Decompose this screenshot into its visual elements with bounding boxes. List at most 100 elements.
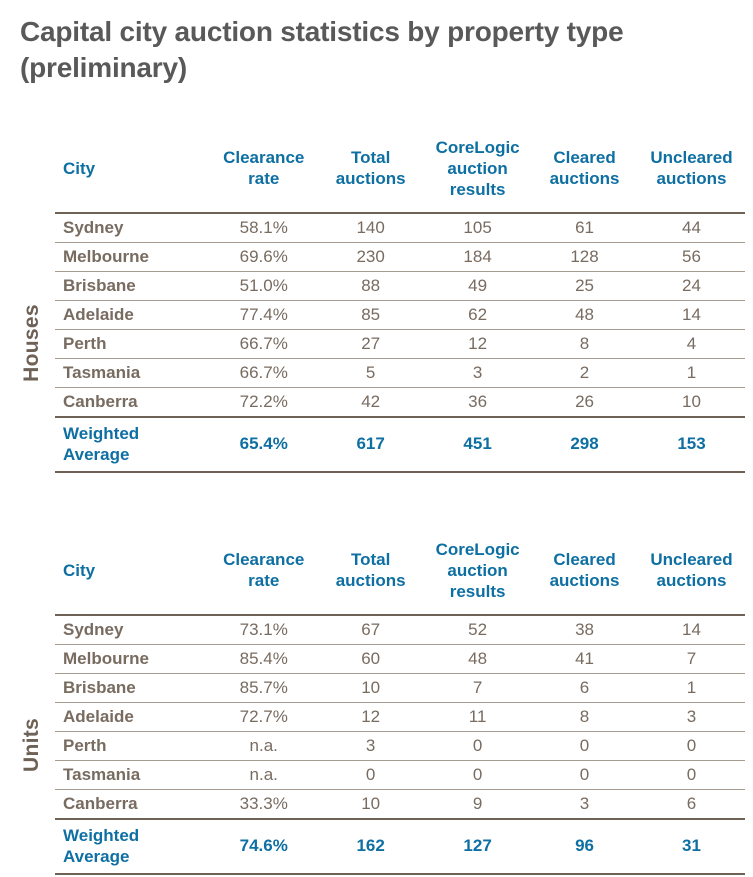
header-row: City Clearance rate Total auctions CoreLogi… bbox=[55, 530, 745, 616]
value-cell: 56 bbox=[638, 242, 745, 272]
value-cell: 48 bbox=[424, 644, 532, 674]
value-cell: 26 bbox=[531, 387, 638, 418]
value-cell: n.a. bbox=[210, 760, 318, 790]
houses-table-body: Sydney 58.1% 140 105 61 44 Melbourne 69.6% 230 18… bbox=[55, 212, 745, 473]
city-cell: Canberra bbox=[55, 789, 211, 820]
weighted-average-value-cell: 617 bbox=[317, 416, 425, 473]
houses-table: City Clearance rate Total auctions CoreLogi… bbox=[55, 128, 745, 473]
column-header-total-auctions: Total auctions bbox=[317, 128, 425, 214]
table-row: Tasmania n.a. 0 0 0 0 bbox=[55, 760, 745, 790]
page-title-line1: Capital city auction statistics by prope… bbox=[20, 16, 624, 47]
units-table-section: Units City Clearance rate Total auctions Co… bbox=[20, 530, 745, 875]
value-cell: 88 bbox=[317, 271, 425, 301]
table-row: Canberra 33.3% 10 9 3 6 bbox=[55, 789, 745, 820]
value-cell: 105 bbox=[424, 212, 532, 243]
city-cell: Sydney bbox=[55, 212, 211, 243]
column-header-uncleared-auctions: Uncleared auctions bbox=[638, 128, 745, 214]
value-cell: 66.7% bbox=[210, 329, 318, 359]
value-cell: 12 bbox=[424, 329, 532, 359]
value-cell: 3 bbox=[424, 358, 532, 388]
value-cell: 6 bbox=[531, 673, 638, 703]
table-row: Brisbane 51.0% 88 49 25 24 bbox=[55, 271, 745, 301]
value-cell: 0 bbox=[317, 760, 425, 790]
weighted-average-row: Weighted Average 74.6% 162 127 96 31 bbox=[55, 818, 745, 875]
city-cell: Sydney bbox=[55, 614, 211, 645]
value-cell: 69.6% bbox=[210, 242, 318, 272]
value-cell: 85.4% bbox=[210, 644, 318, 674]
column-header-cleared-auctions: Cleared auctions bbox=[531, 530, 638, 616]
city-cell: Brisbane bbox=[55, 271, 211, 301]
value-cell: 1 bbox=[638, 358, 745, 388]
units-table: City Clearance rate Total auctions CoreLogi… bbox=[55, 530, 745, 875]
value-cell: 24 bbox=[638, 271, 745, 301]
column-header-clearance-rate: Clearance rate bbox=[210, 530, 318, 616]
value-cell: 184 bbox=[424, 242, 532, 272]
column-header-corelogic-auction-results: CoreLogic auction results bbox=[424, 530, 532, 616]
value-cell: 3 bbox=[317, 731, 425, 761]
table-row: Melbourne 85.4% 60 48 41 7 bbox=[55, 644, 745, 674]
value-cell: 4 bbox=[638, 329, 745, 359]
value-cell: 27 bbox=[317, 329, 425, 359]
table-row: Perth 66.7% 27 12 8 4 bbox=[55, 329, 745, 359]
value-cell: 72.7% bbox=[210, 702, 318, 732]
value-cell: 60 bbox=[317, 644, 425, 674]
weighted-average-value-cell: 162 bbox=[317, 818, 425, 875]
city-cell: Tasmania bbox=[55, 760, 211, 790]
table-row: Adelaide 72.7% 12 11 8 3 bbox=[55, 702, 745, 732]
value-cell: 41 bbox=[531, 644, 638, 674]
weighted-average-label: Weighted Average bbox=[63, 825, 140, 866]
table-row: Tasmania 66.7% 5 3 2 1 bbox=[55, 358, 745, 388]
value-cell: 0 bbox=[638, 760, 745, 790]
weighted-average-value-cell: 74.6% bbox=[210, 818, 318, 875]
value-cell: 73.1% bbox=[210, 614, 318, 645]
value-cell: 10 bbox=[317, 789, 425, 820]
city-cell: Tasmania bbox=[55, 358, 211, 388]
column-header-uncleared-auctions: Uncleared auctions bbox=[638, 530, 745, 616]
value-cell: 3 bbox=[638, 702, 745, 732]
weighted-average-value-cell: 65.4% bbox=[210, 416, 318, 473]
value-cell: 128 bbox=[531, 242, 638, 272]
value-cell: 77.4% bbox=[210, 300, 318, 330]
page-title-line2: (preliminary) bbox=[20, 52, 187, 84]
value-cell: 66.7% bbox=[210, 358, 318, 388]
value-cell: 33.3% bbox=[210, 789, 318, 820]
city-cell: Perth bbox=[55, 731, 211, 761]
weighted-average-value-cell: 153 bbox=[638, 416, 745, 473]
value-cell: 67 bbox=[317, 614, 425, 645]
value-cell: 85 bbox=[317, 300, 425, 330]
value-cell: 0 bbox=[424, 760, 532, 790]
table-row: Adelaide 77.4% 85 62 48 14 bbox=[55, 300, 745, 330]
value-cell: 0 bbox=[531, 760, 638, 790]
value-cell: 44 bbox=[638, 212, 745, 243]
value-cell: 8 bbox=[531, 702, 638, 732]
weighted-average-value-cell: 31 bbox=[638, 818, 745, 875]
value-cell: 48 bbox=[531, 300, 638, 330]
value-cell: 58.1% bbox=[210, 212, 318, 243]
value-cell: 7 bbox=[424, 673, 532, 703]
value-cell: 51.0% bbox=[210, 271, 318, 301]
value-cell: 2 bbox=[531, 358, 638, 388]
column-header-city: City bbox=[55, 128, 211, 214]
city-cell: Adelaide bbox=[55, 702, 211, 732]
weighted-average-label: Weighted Average bbox=[63, 423, 140, 464]
houses-table-section: Houses City Clearance rate Total auctions C… bbox=[20, 128, 745, 473]
houses-group-label: Houses bbox=[13, 215, 51, 471]
value-cell: 230 bbox=[317, 242, 425, 272]
table-row: Sydney 58.1% 140 105 61 44 bbox=[55, 212, 745, 243]
column-header-total-auctions: Total auctions bbox=[317, 530, 425, 616]
value-cell: 7 bbox=[638, 644, 745, 674]
value-cell: 38 bbox=[531, 614, 638, 645]
houses-group-label-text: Houses bbox=[20, 303, 44, 382]
column-header-clearance-rate: Clearance rate bbox=[210, 128, 318, 214]
value-cell: 52 bbox=[424, 614, 532, 645]
value-cell: 0 bbox=[531, 731, 638, 761]
header-row: City Clearance rate Total auctions CoreLogi… bbox=[55, 128, 745, 214]
value-cell: 14 bbox=[638, 614, 745, 645]
value-cell: 36 bbox=[424, 387, 532, 418]
table-row: Perth n.a. 3 0 0 0 bbox=[55, 731, 745, 761]
value-cell: 6 bbox=[638, 789, 745, 820]
value-cell: 0 bbox=[638, 731, 745, 761]
city-cell: Melbourne bbox=[55, 242, 211, 272]
weighted-average-value-cell: 451 bbox=[424, 416, 532, 473]
